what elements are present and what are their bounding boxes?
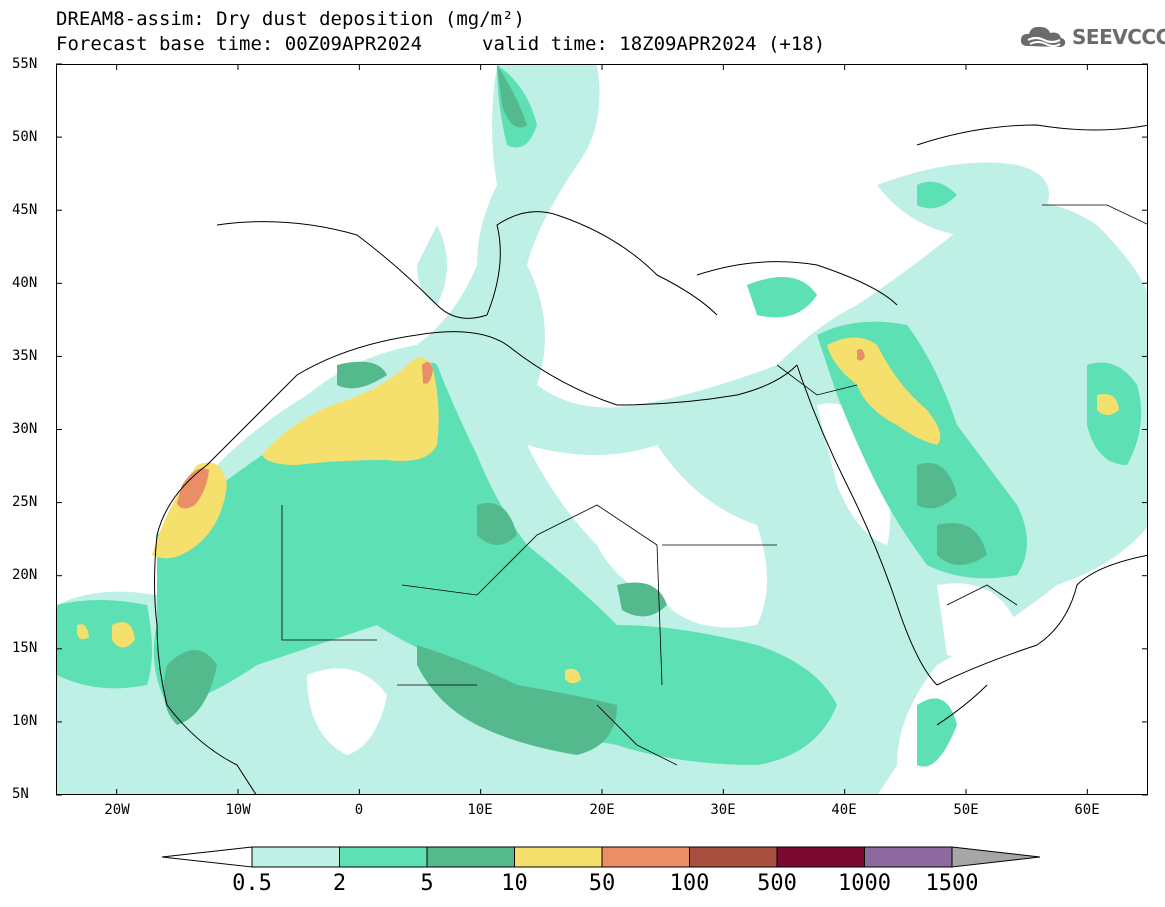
field-level-5 bbox=[163, 65, 987, 755]
lat-label: 20N bbox=[12, 567, 38, 583]
colorbar-level-label: 1500 bbox=[925, 871, 979, 896]
lon-label: 20W bbox=[104, 802, 130, 818]
lat-label: 40N bbox=[12, 275, 38, 291]
lat-label: 45N bbox=[12, 202, 38, 218]
lon-label: 30E bbox=[710, 802, 736, 818]
colorbar-level-label: 100 bbox=[669, 871, 710, 896]
colorbar-segment bbox=[426, 846, 515, 868]
colorbar-segment bbox=[251, 846, 340, 868]
colorbar-over-triangle bbox=[951, 846, 1040, 868]
colorbar-level-label: 500 bbox=[757, 871, 797, 896]
colorbar-level-label: 1000 bbox=[838, 871, 891, 896]
map-canvas bbox=[57, 65, 1147, 794]
colorbar-segment bbox=[339, 846, 428, 868]
field-level-50 bbox=[177, 348, 865, 509]
lat-label: 30N bbox=[12, 421, 38, 437]
coastlines bbox=[154, 124, 1147, 794]
lon-label: 0 bbox=[354, 802, 364, 818]
lat-label: 10N bbox=[12, 713, 38, 729]
colorbar-level-label: 10 bbox=[501, 871, 528, 896]
cloud-logo-icon bbox=[1020, 26, 1066, 47]
colorbar-segment bbox=[601, 846, 690, 868]
seevccc-logo: SEEVCCC bbox=[1018, 22, 1165, 52]
colorbar-level-label: 2 bbox=[332, 871, 347, 896]
lat-label: 50N bbox=[12, 129, 38, 145]
lon-label: 10E bbox=[467, 802, 493, 818]
colorbar-segment bbox=[864, 846, 953, 868]
lat-label: 15N bbox=[12, 640, 38, 656]
lat-label: 25N bbox=[12, 494, 38, 510]
lon-label: 60E bbox=[1074, 802, 1100, 818]
colorbar-segment bbox=[514, 846, 603, 868]
lon-label: 10W bbox=[225, 802, 251, 818]
colorbar-level-label: 5 bbox=[420, 871, 434, 896]
colorbar-level-label: 50 bbox=[588, 871, 616, 896]
colorbar-under-triangle bbox=[161, 846, 253, 868]
dust-deposition-map bbox=[56, 64, 1148, 795]
lat-label: 55N bbox=[12, 56, 38, 72]
colorbar bbox=[161, 846, 1040, 868]
colorbar-segment bbox=[689, 846, 778, 868]
lon-label: 40E bbox=[831, 802, 857, 818]
map-title: DREAM8-assim: Dry dust deposition (mg/m²… bbox=[56, 8, 525, 30]
forecast-base-time: Forecast base time: 00Z09APR2024 bbox=[56, 33, 423, 55]
colorbar-level-label: 0.5 bbox=[232, 871, 272, 896]
lat-label: 35N bbox=[12, 348, 38, 364]
logo-text: SEEVCCC bbox=[1072, 25, 1165, 49]
lon-label: 50E bbox=[953, 802, 979, 818]
lat-label: 5N bbox=[12, 786, 29, 802]
field-level-10 bbox=[77, 337, 1119, 684]
field-holes bbox=[307, 403, 1017, 755]
country-borders bbox=[281, 204, 1147, 766]
colorbar-segment bbox=[776, 846, 865, 868]
valid-time: valid time: 18Z09APR2024 (+18) bbox=[482, 33, 826, 55]
lon-label: 20E bbox=[589, 802, 615, 818]
